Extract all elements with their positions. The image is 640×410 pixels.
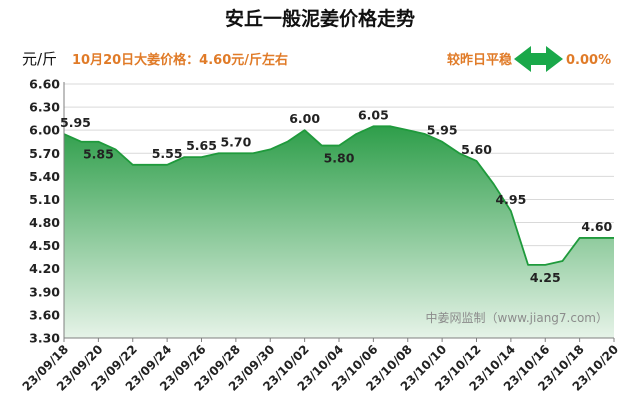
y-tick-label: 4.20 bbox=[29, 261, 60, 276]
y-tick-label: 5.40 bbox=[29, 169, 60, 184]
data-label: 4.25 bbox=[530, 270, 561, 285]
change-value: 0.00% bbox=[566, 53, 611, 68]
y-tick-label: 6.00 bbox=[29, 123, 60, 138]
y-tick-label: 4.50 bbox=[29, 238, 60, 253]
y-tick-label: 6.30 bbox=[29, 100, 60, 115]
y-tick-label: 5.70 bbox=[29, 146, 60, 161]
x-tick-labels: 23/09/1823/09/2023/09/2223/09/2423/09/26… bbox=[20, 342, 622, 394]
data-label: 6.05 bbox=[358, 107, 389, 122]
y-tick-label: 3.30 bbox=[29, 331, 60, 346]
y-tick-label: 5.10 bbox=[29, 192, 60, 207]
y-tick-label: 3.90 bbox=[29, 284, 60, 299]
area-fill bbox=[64, 126, 614, 338]
y-tick-label: 4.80 bbox=[29, 215, 60, 230]
data-label: 5.85 bbox=[83, 147, 114, 162]
data-label: 6.00 bbox=[289, 111, 320, 126]
data-labels: 5.955.85 5.555.65 5.706.005.806.055.955.60… bbox=[60, 107, 613, 285]
price-note: 10月20日大姜价格：4.60元/斤左右 bbox=[72, 52, 288, 68]
watermark: 中姜网监制（www.jiang7.com） bbox=[426, 310, 608, 325]
data-label: 5.70 bbox=[220, 134, 251, 149]
data-label: 5.55 bbox=[152, 146, 183, 161]
data-label: 5.95 bbox=[60, 115, 91, 130]
left-right-arrow-icon bbox=[514, 46, 563, 72]
data-label: 4.60 bbox=[581, 219, 612, 234]
chart-title: 安丘一般泥姜价格走势 bbox=[225, 7, 415, 30]
unit-label: 元/斤 bbox=[22, 50, 57, 68]
data-label: 5.95 bbox=[427, 123, 458, 138]
data-label: 5.65 bbox=[186, 138, 217, 153]
y-tick-label: 3.60 bbox=[29, 307, 60, 322]
data-label: 5.60 bbox=[461, 142, 492, 157]
area-series bbox=[63, 125, 614, 338]
series-line bbox=[63, 125, 614, 266]
data-label: 5.80 bbox=[324, 151, 355, 166]
data-label: 4.95 bbox=[495, 192, 526, 207]
y-tick-labels: 6.60 6.30 6.00 5.70 5.40 5.10 4.80 4.50 4.20 3.90… bbox=[29, 77, 60, 346]
axes bbox=[63, 82, 615, 342]
y-tick-label: 6.60 bbox=[29, 77, 60, 92]
compare-label: 较昨日平稳 bbox=[447, 52, 512, 68]
